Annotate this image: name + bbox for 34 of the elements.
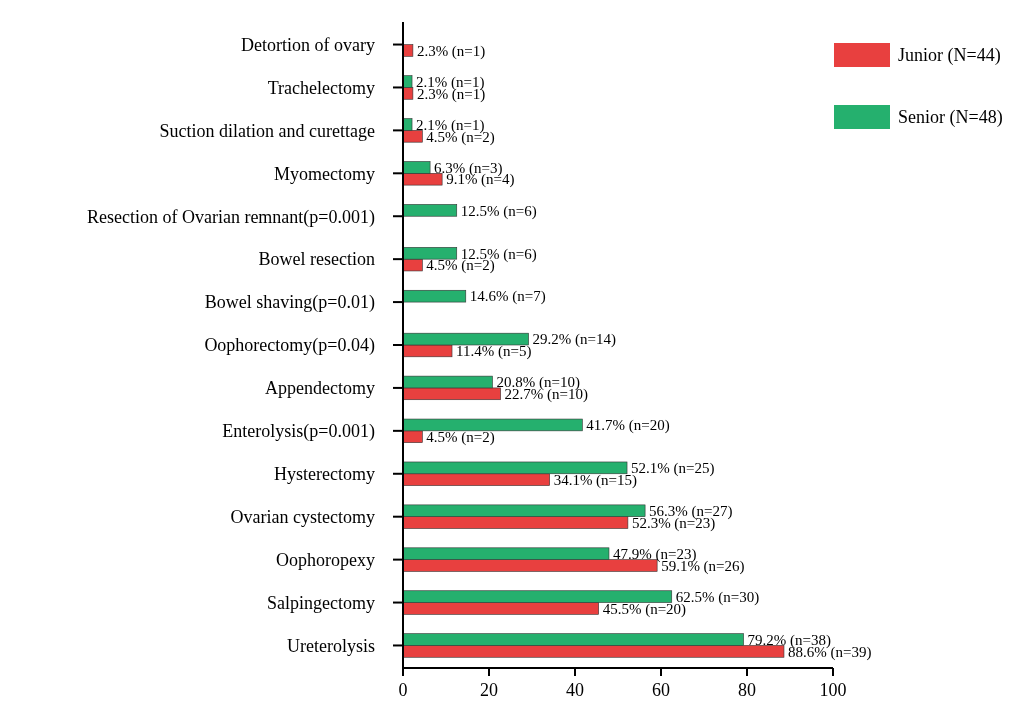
y-tick-label: Oophoropexy — [276, 549, 375, 570]
data-label: 14.6% (n=7) — [469, 288, 546, 306]
y-tick-label: Ovarian cystectomy — [230, 506, 375, 527]
data-label: 29.2% (n=14) — [532, 331, 617, 349]
x-tick-label: 20 — [480, 680, 498, 700]
y-tick-label: Bowel shaving(p=0.01) — [204, 292, 375, 314]
x-tick-label: 60 — [652, 680, 670, 700]
y-tick-label: Enterolysis(p=0.001) — [222, 421, 375, 443]
data-label: 4.5% (n=2) — [426, 257, 495, 275]
y-tick-label: Appendectomy — [265, 378, 375, 399]
bar — [402, 44, 414, 57]
y-tick-label: Bowel resection — [258, 249, 375, 270]
y-tick-label: Ureterolysis — [287, 635, 375, 656]
data-label: 41.7% (n=20) — [586, 417, 670, 435]
y-tick-label: Detortion of ovary — [241, 34, 375, 55]
bar — [402, 289, 467, 303]
data-label: 2.3% (n=1) — [416, 42, 486, 60]
data-label: 12.5% (n=6) — [460, 202, 537, 220]
y-tick-label: Salpingectomy — [267, 592, 375, 613]
y-tick-label: Myomectomy — [274, 163, 375, 184]
legend-label: Junior (N=44) — [898, 45, 1001, 67]
y-tick-label: Resection of Ovarian remnant(p=0.001) — [86, 206, 375, 228]
bar — [402, 204, 458, 217]
y-tick-label: Oophorectomy(p=0.04) — [204, 335, 375, 357]
data-label: 4.5% (n=2) — [426, 429, 495, 446]
y-tick-label: Suction dilation and curettage — [159, 120, 376, 141]
x-tick-label: 80 — [738, 680, 756, 700]
data-label: 11.4% (n=5) — [456, 343, 532, 361]
x-tick-label: 100 — [819, 680, 847, 700]
x-tick-label: 0 — [398, 680, 408, 700]
x-tick-label: 40 — [566, 680, 584, 700]
legend-label: Senior (N=48) — [898, 107, 1003, 129]
y-tick-label: Trachelectomy — [267, 77, 375, 98]
y-tick-label: Hysterectomy — [274, 464, 375, 485]
